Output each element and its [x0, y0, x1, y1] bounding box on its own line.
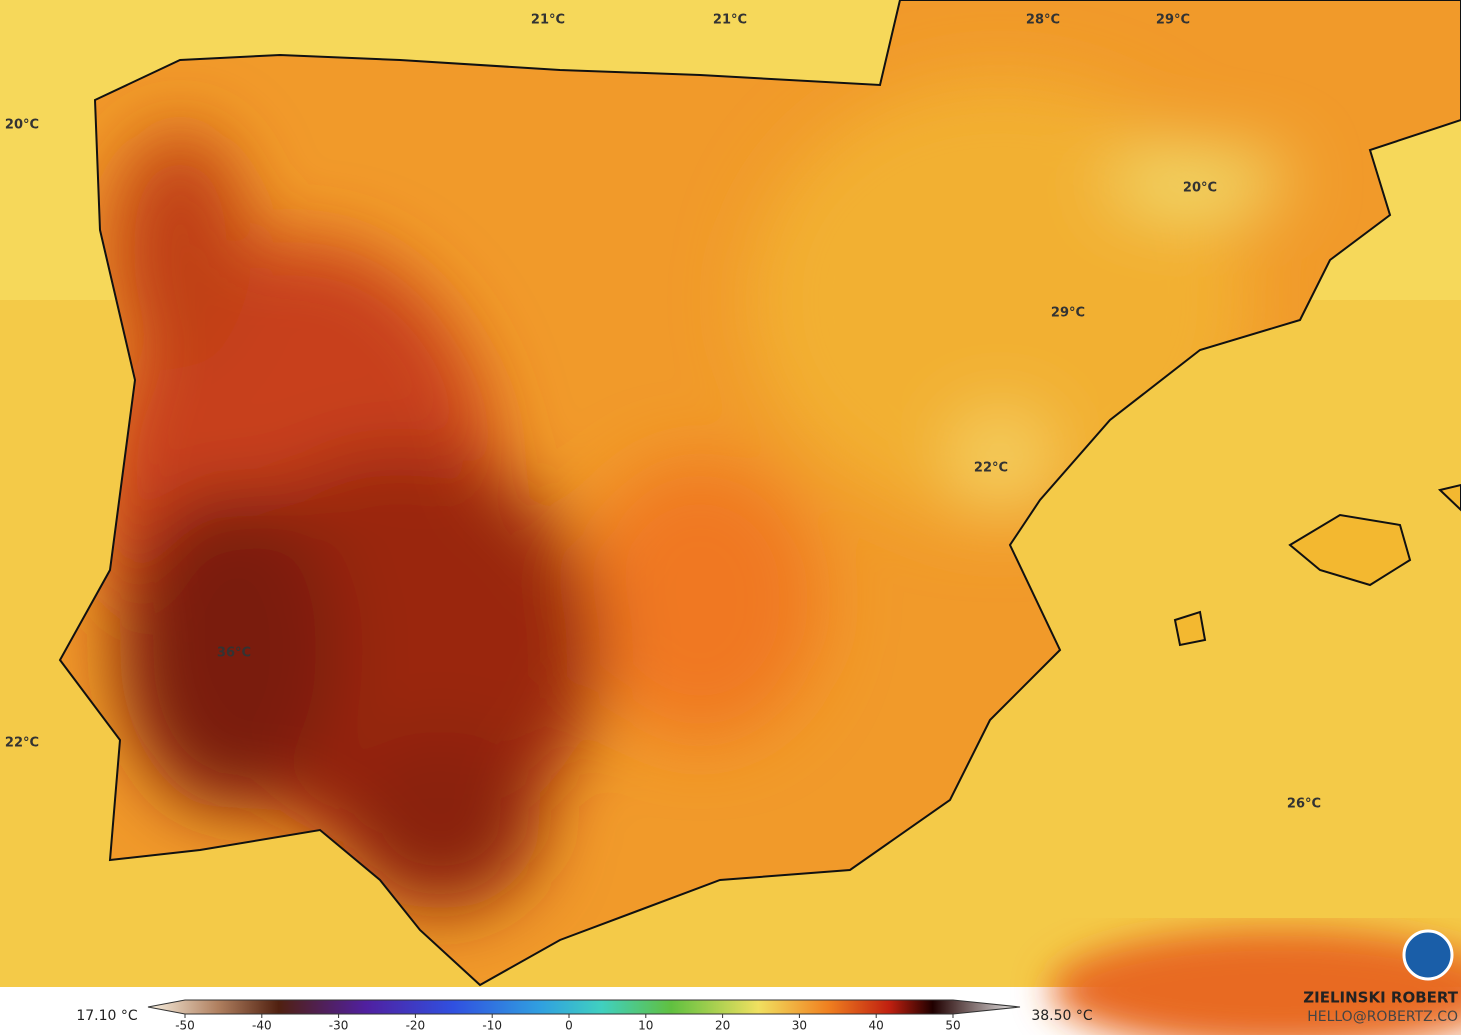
- noaa-logo: [1402, 929, 1454, 981]
- colorbar-bar: [147, 999, 1021, 1015]
- colorbar-tick-label: 0: [565, 1019, 573, 1033]
- colorbar-min: 17.10 °C: [76, 1008, 138, 1024]
- colorbar: 17.10 °C 38.50 °C -50 -40 -30 -20 -10 0 10 20 30…: [76, 999, 1093, 1033]
- temperature-label: 21°C: [713, 13, 747, 28]
- colorbar-tick-label: 10: [638, 1019, 653, 1033]
- island: [1437, 483, 1461, 512]
- colorbar-max: 38.50 °C: [1031, 1008, 1093, 1024]
- colorbar-tick-label: -10: [482, 1019, 502, 1033]
- temperature-labels: 21°C 21°C 28°C 29°C 20°C 20°C 29°C 22°C 36°C 22°C…: [5, 13, 1321, 812]
- colorbar-tick-label: 50: [945, 1019, 960, 1033]
- temperature-label: 21°C: [531, 13, 565, 28]
- temperature-label: 22°C: [5, 736, 39, 751]
- island: [1288, 513, 1412, 587]
- temperature-label: 20°C: [5, 118, 39, 133]
- colorbar-tick-label: 20: [715, 1019, 730, 1033]
- temperature-label: 22°C: [974, 461, 1008, 476]
- temperature-label: 29°C: [1051, 306, 1085, 321]
- africa: [1050, 930, 1461, 1035]
- colorbar-tick-label: -50: [175, 1019, 195, 1033]
- temperature-label: 28°C: [1026, 13, 1060, 28]
- colorbar-tick-label: -20: [406, 1019, 426, 1033]
- island: [1173, 610, 1207, 647]
- temperature-label: 36°C: [217, 646, 251, 661]
- temperature-label: 26°C: [1287, 797, 1321, 812]
- colorbar-tick-label: 30: [792, 1019, 807, 1033]
- credit-name: ZIELINSKI ROBERT: [1303, 989, 1458, 1007]
- temperature-label: 20°C: [1183, 181, 1217, 196]
- colorbar-tick-label: -40: [252, 1019, 272, 1033]
- temperature-label: 29°C: [1156, 13, 1190, 28]
- colorbar-tick-label: 40: [869, 1019, 884, 1033]
- colorbar-tick-label: -30: [329, 1019, 349, 1033]
- credit-contact: HELLO@ROBERTZ.CO: [1307, 1009, 1458, 1025]
